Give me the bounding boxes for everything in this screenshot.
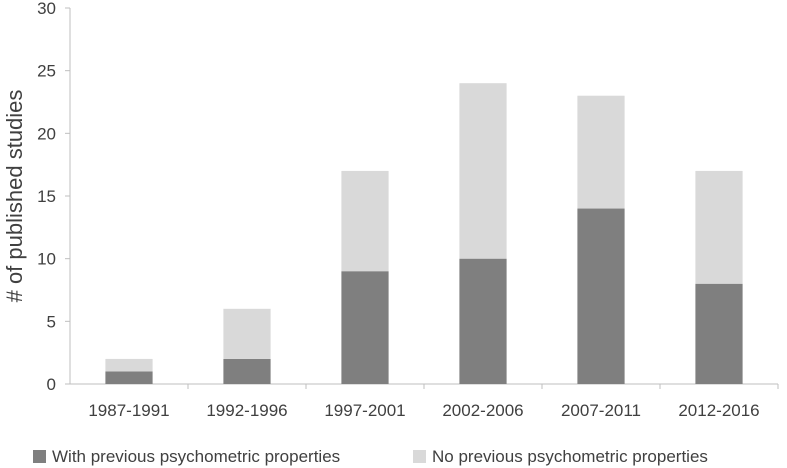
legend-label: With previous psychometric properties	[52, 447, 340, 466]
y-axis-label: # of published studies	[2, 90, 27, 303]
y-tick-label: 10	[37, 250, 56, 269]
bar-no-previous-1997-2001	[341, 170, 389, 272]
bar-with-previous-2002-2006	[459, 258, 507, 384]
x-axis-ticks: 1987-1991 1992-1996 1997-2001 2002-2006 2007…	[88, 384, 779, 420]
x-tick-label: 1987-1991	[88, 401, 169, 420]
legend-swatch	[413, 450, 426, 463]
bar-no-previous-2002-2006	[459, 83, 507, 259]
bar-no-previous-1987-1991	[105, 358, 153, 372]
x-tick-label: 2012-2016	[678, 401, 759, 420]
bar-no-previous-2007-2011	[577, 95, 625, 209]
x-tick-label: 1992-1996	[206, 401, 287, 420]
bars	[105, 83, 743, 384]
bar-with-previous-1987-1991	[105, 371, 153, 384]
x-tick-label: 2002-2006	[442, 401, 523, 420]
x-tick-label: 2007-2011	[561, 401, 641, 420]
legend-swatch	[33, 450, 46, 463]
y-tick-label: 5	[47, 312, 56, 331]
bar-with-previous-2012-2016	[695, 283, 743, 384]
y-tick-label: 25	[37, 62, 56, 81]
bar-no-previous-2012-2016	[695, 170, 743, 284]
bar-no-previous-1992-1996	[223, 308, 271, 359]
y-tick-label: 0	[47, 375, 56, 394]
legend-label: No previous psychometric properties	[432, 447, 708, 466]
y-tick-label: 30	[37, 0, 56, 18]
bar-with-previous-1992-1996	[223, 358, 271, 384]
y-tick-label: 20	[37, 124, 56, 143]
bar-with-previous-2007-2011	[577, 208, 625, 384]
x-tick-label: 1997-2001	[324, 401, 405, 420]
y-tick-label: 15	[37, 187, 56, 206]
y-axis-ticks: 0 5 10 15 20 25 30	[37, 0, 70, 394]
legend: With previous psychometric properties No …	[33, 447, 708, 466]
bar-with-previous-1997-2001	[341, 271, 389, 384]
